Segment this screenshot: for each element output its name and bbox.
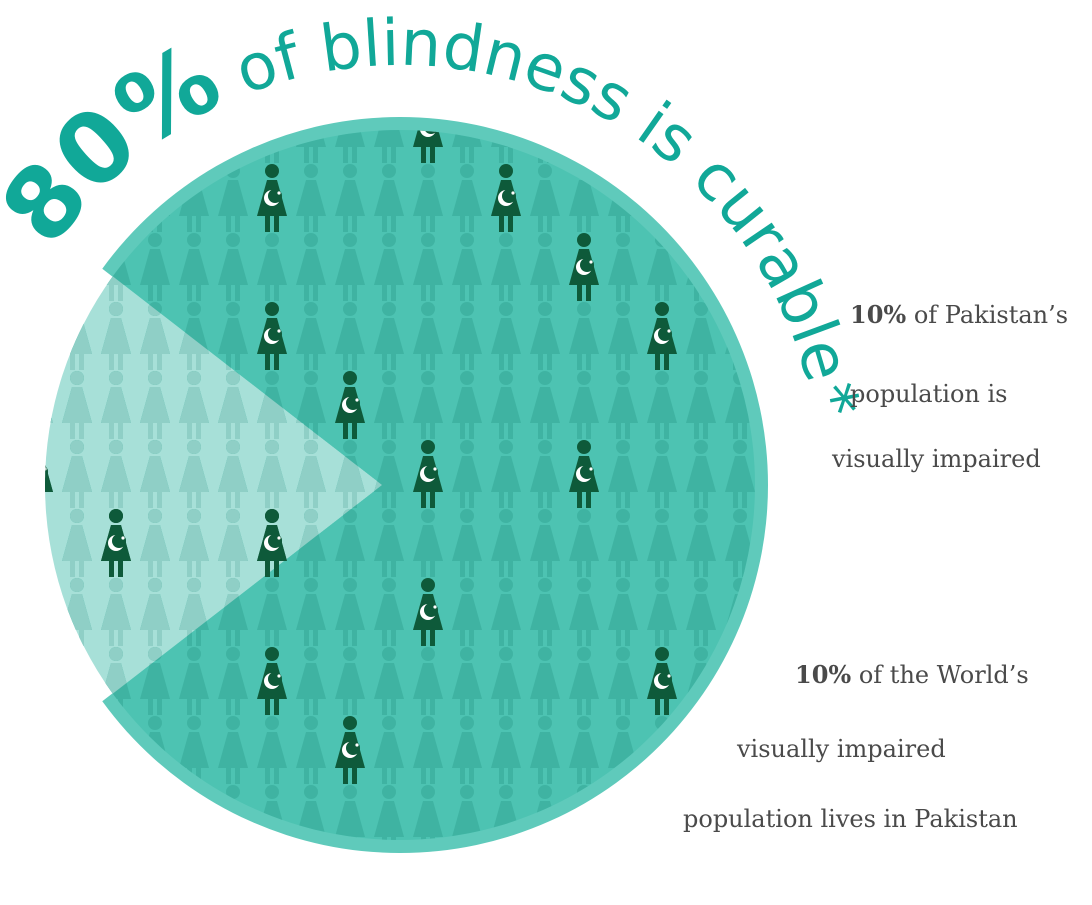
fact-pakistan-line3: visually impaired — [832, 445, 1041, 473]
fact-pakistan-line1: 10% of Pakistan’s — [850, 300, 1068, 329]
fact-pakistan-line2: population is — [850, 380, 1008, 408]
fact-world-line1-rest: of the World’s — [851, 661, 1029, 689]
fact-pakistan-line1-rest: of Pakistan’s — [906, 301, 1069, 329]
fact-world-line1: 10% of the World’s — [795, 660, 1029, 689]
pie-slice-remaining — [44, 276, 382, 694]
fact-world-line3: population lives in Pakistan — [683, 805, 1018, 833]
pie-chart — [44, 116, 769, 854]
fact-pakistan-percent: 10% — [850, 300, 907, 329]
fact-world-line2: visually impaired — [737, 735, 946, 763]
fact-world-percent: 10% — [795, 660, 852, 689]
